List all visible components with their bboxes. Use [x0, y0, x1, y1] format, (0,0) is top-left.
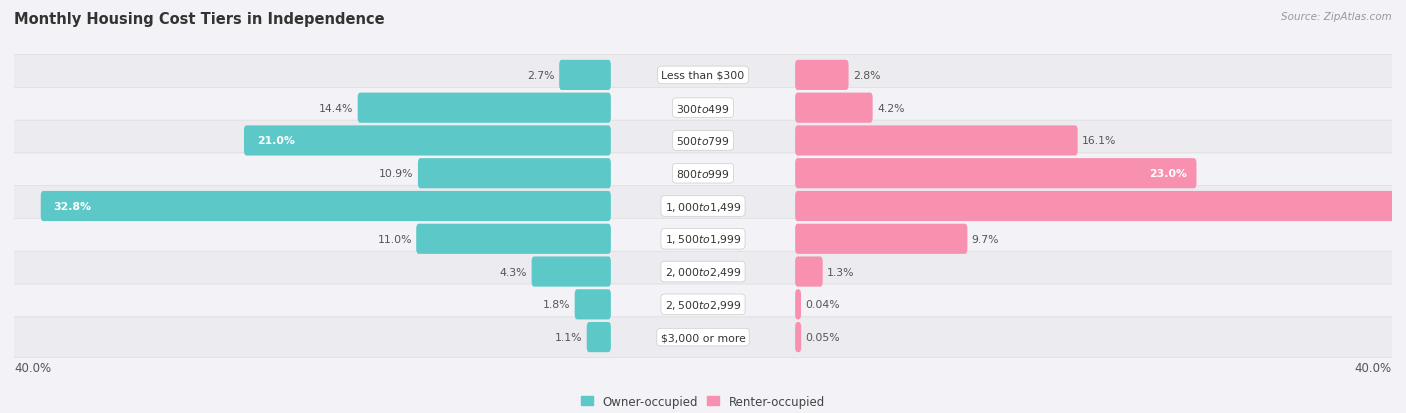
Text: 0.05%: 0.05%	[806, 332, 841, 342]
FancyBboxPatch shape	[0, 55, 1406, 96]
Text: $300 to $499: $300 to $499	[676, 102, 730, 114]
FancyBboxPatch shape	[531, 257, 610, 287]
Text: 40.0%: 40.0%	[1355, 361, 1392, 374]
FancyBboxPatch shape	[796, 159, 1197, 189]
FancyBboxPatch shape	[245, 126, 610, 156]
Text: 2.8%: 2.8%	[853, 71, 880, 81]
FancyBboxPatch shape	[0, 252, 1406, 292]
FancyBboxPatch shape	[796, 290, 801, 320]
Text: Source: ZipAtlas.com: Source: ZipAtlas.com	[1281, 12, 1392, 22]
FancyBboxPatch shape	[796, 224, 967, 254]
Text: 4.3%: 4.3%	[499, 267, 527, 277]
Text: 23.0%: 23.0%	[1149, 169, 1187, 179]
Text: 11.0%: 11.0%	[377, 234, 412, 244]
FancyBboxPatch shape	[0, 88, 1406, 129]
Text: 4.2%: 4.2%	[877, 103, 904, 114]
FancyBboxPatch shape	[796, 61, 849, 91]
Text: 0.04%: 0.04%	[806, 299, 839, 310]
Text: $1,000 to $1,499: $1,000 to $1,499	[665, 200, 741, 213]
FancyBboxPatch shape	[560, 61, 610, 91]
FancyBboxPatch shape	[0, 284, 1406, 325]
FancyBboxPatch shape	[575, 290, 610, 320]
Text: 1.3%: 1.3%	[827, 267, 855, 277]
FancyBboxPatch shape	[0, 186, 1406, 227]
Text: 14.4%: 14.4%	[319, 103, 353, 114]
Text: 16.1%: 16.1%	[1083, 136, 1116, 146]
FancyBboxPatch shape	[586, 322, 610, 352]
Text: 2.7%: 2.7%	[527, 71, 555, 81]
Text: 21.0%: 21.0%	[257, 136, 295, 146]
Text: Less than $300: Less than $300	[661, 71, 745, 81]
FancyBboxPatch shape	[0, 219, 1406, 259]
FancyBboxPatch shape	[41, 192, 610, 221]
Text: 1.8%: 1.8%	[543, 299, 571, 310]
FancyBboxPatch shape	[796, 192, 1406, 221]
Text: 10.9%: 10.9%	[380, 169, 413, 179]
FancyBboxPatch shape	[0, 121, 1406, 161]
FancyBboxPatch shape	[357, 93, 610, 123]
Text: $1,500 to $1,999: $1,500 to $1,999	[665, 233, 741, 246]
Text: $2,000 to $2,499: $2,000 to $2,499	[665, 266, 741, 278]
Text: 9.7%: 9.7%	[972, 234, 1000, 244]
Text: 1.1%: 1.1%	[555, 332, 582, 342]
Text: $2,500 to $2,999: $2,500 to $2,999	[665, 298, 741, 311]
Text: 32.8%: 32.8%	[53, 202, 91, 211]
FancyBboxPatch shape	[416, 224, 610, 254]
Text: $800 to $999: $800 to $999	[676, 168, 730, 180]
FancyBboxPatch shape	[0, 317, 1406, 358]
FancyBboxPatch shape	[796, 93, 873, 123]
Text: $3,000 or more: $3,000 or more	[661, 332, 745, 342]
FancyBboxPatch shape	[796, 322, 801, 352]
Text: 40.0%: 40.0%	[14, 361, 51, 374]
FancyBboxPatch shape	[0, 154, 1406, 194]
FancyBboxPatch shape	[418, 159, 610, 189]
FancyBboxPatch shape	[796, 126, 1077, 156]
FancyBboxPatch shape	[796, 257, 823, 287]
Text: Monthly Housing Cost Tiers in Independence: Monthly Housing Cost Tiers in Independen…	[14, 12, 385, 27]
Legend: Owner-occupied, Renter-occupied: Owner-occupied, Renter-occupied	[581, 395, 825, 408]
Text: $500 to $799: $500 to $799	[676, 135, 730, 147]
